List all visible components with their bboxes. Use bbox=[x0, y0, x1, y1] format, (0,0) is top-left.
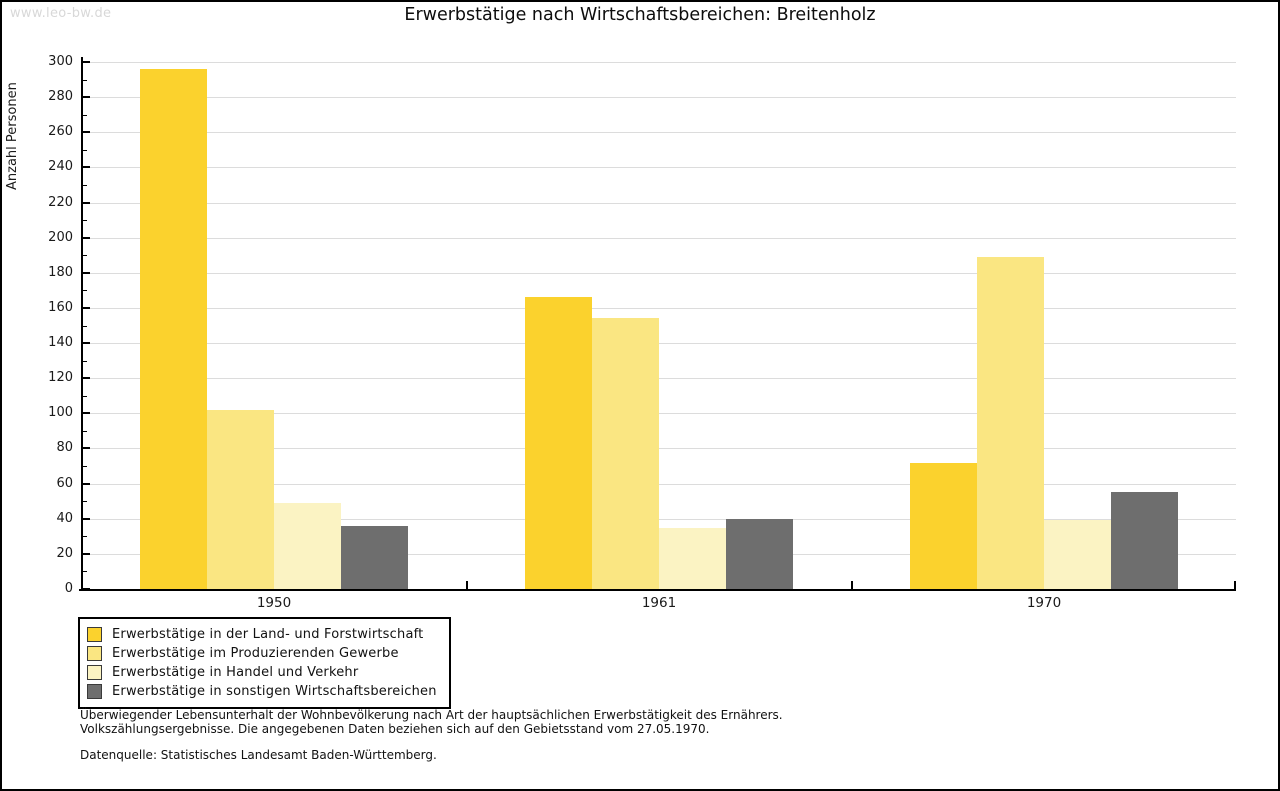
watermark: www.leo-bw.de bbox=[10, 6, 112, 21]
y-axis-tick-labels: 0 20 40 60 80 100 120 140 160 180 200 220 240 260 280 3… bbox=[0, 54, 77, 596]
legend-swatch bbox=[87, 646, 102, 661]
gridline bbox=[81, 167, 1236, 168]
legend-swatch bbox=[87, 665, 102, 680]
gridline bbox=[81, 97, 1236, 98]
legend-label: Erwerbstätige in der Land- und Forstwirt… bbox=[112, 627, 424, 642]
bar bbox=[525, 297, 592, 589]
gridline bbox=[81, 203, 1236, 204]
gridline bbox=[81, 238, 1236, 239]
gridline bbox=[81, 308, 1236, 309]
footer-note-line1: Überwiegender Lebensunterhalt der Wohnbe… bbox=[80, 708, 783, 722]
y-minor-tick bbox=[83, 536, 87, 537]
y-tick-label: 100 bbox=[48, 405, 73, 420]
x-axis-category-label: 1950 bbox=[256, 595, 292, 611]
bar bbox=[341, 526, 408, 589]
y-major-tick bbox=[83, 237, 90, 239]
legend-item: Erwerbstätige in Handel und Verkehr bbox=[87, 663, 437, 682]
y-major-tick bbox=[83, 96, 90, 98]
y-minor-tick bbox=[83, 571, 87, 572]
y-major-tick bbox=[83, 518, 90, 520]
legend-swatch bbox=[87, 627, 102, 642]
y-tick-label: 180 bbox=[48, 265, 73, 280]
y-tick-label: 20 bbox=[56, 546, 73, 561]
legend-label: Erwerbstätige im Produzierenden Gewerbe bbox=[112, 646, 399, 661]
y-minor-tick bbox=[83, 501, 87, 502]
y-tick-label: 260 bbox=[48, 124, 73, 139]
bar bbox=[1044, 520, 1111, 589]
y-major-tick bbox=[83, 553, 90, 555]
footer-note-line2: Volkszählungsergebnisse. Die angegebenen… bbox=[80, 721, 710, 736]
legend-item: Erwerbstätige in sonstigen Wirtschaftsbe… bbox=[87, 682, 437, 701]
y-tick-label: 80 bbox=[56, 440, 73, 455]
bar bbox=[1111, 492, 1178, 589]
y-minor-tick bbox=[83, 361, 87, 362]
y-minor-tick bbox=[83, 396, 87, 397]
gridline bbox=[81, 132, 1236, 133]
footer-notes: Überwiegender Lebensunterhalt der Wohnbe… bbox=[80, 708, 783, 762]
bar bbox=[274, 503, 341, 589]
y-tick-label: 200 bbox=[48, 230, 73, 245]
x-boundary-tick bbox=[1234, 581, 1236, 589]
gridline bbox=[81, 273, 1236, 274]
y-tick-label: 140 bbox=[48, 335, 73, 350]
x-boundary-tick bbox=[466, 581, 468, 589]
legend-item: Erwerbstätige in der Land- und Forstwirt… bbox=[87, 625, 437, 644]
y-tick-label: 300 bbox=[48, 54, 73, 69]
x-axis-line bbox=[79, 589, 1236, 591]
y-major-tick bbox=[83, 447, 90, 449]
gridline bbox=[81, 62, 1236, 63]
y-minor-tick bbox=[83, 80, 87, 81]
chart-title: Erwerbstätige nach Wirtschaftsbereichen:… bbox=[404, 5, 876, 25]
x-axis-category-label: 1970 bbox=[1026, 595, 1062, 611]
y-major-tick bbox=[83, 412, 90, 414]
bar bbox=[659, 528, 726, 589]
y-tick-label: 160 bbox=[48, 300, 73, 315]
bar bbox=[592, 318, 659, 589]
y-tick-label: 60 bbox=[56, 476, 73, 491]
y-tick-label: 40 bbox=[56, 511, 73, 526]
x-boundary-tick bbox=[851, 581, 853, 589]
y-minor-tick bbox=[83, 220, 87, 221]
y-minor-tick bbox=[83, 290, 87, 291]
y-major-tick bbox=[83, 272, 90, 274]
y-minor-tick bbox=[83, 466, 87, 467]
y-major-tick bbox=[83, 166, 90, 168]
y-tick-label: 280 bbox=[48, 89, 73, 104]
y-major-tick bbox=[83, 342, 90, 344]
y-major-tick bbox=[83, 202, 90, 204]
legend-label: Erwerbstätige in Handel und Verkehr bbox=[112, 665, 359, 680]
data-source-note: Datenquelle: Statistisches Landesamt Bad… bbox=[80, 747, 437, 762]
bar bbox=[207, 410, 274, 589]
chart-plot-area: 1950 1961 1970 bbox=[81, 61, 1236, 611]
y-tick-label: 220 bbox=[48, 195, 73, 210]
y-major-tick bbox=[83, 307, 90, 309]
legend-swatch bbox=[87, 684, 102, 699]
y-minor-tick bbox=[83, 255, 87, 256]
y-minor-tick bbox=[83, 115, 87, 116]
y-axis-line bbox=[81, 57, 83, 590]
legend-item: Erwerbstätige im Produzierenden Gewerbe bbox=[87, 644, 437, 663]
bar bbox=[726, 519, 793, 589]
y-major-tick bbox=[83, 377, 90, 379]
y-minor-tick bbox=[83, 431, 87, 432]
chart-legend: Erwerbstätige in der Land- und Forstwirt… bbox=[78, 617, 451, 709]
y-tick-label: 240 bbox=[48, 159, 73, 174]
bar bbox=[910, 463, 977, 589]
legend-label: Erwerbstätige in sonstigen Wirtschaftsbe… bbox=[112, 684, 437, 699]
y-minor-tick bbox=[83, 185, 87, 186]
y-major-tick bbox=[83, 483, 90, 485]
y-minor-tick bbox=[83, 150, 87, 151]
x-axis-category-label: 1961 bbox=[641, 595, 677, 611]
bar bbox=[977, 257, 1044, 589]
y-tick-label: 120 bbox=[48, 370, 73, 385]
y-major-tick bbox=[83, 131, 90, 133]
y-tick-label: 0 bbox=[64, 581, 73, 596]
bar bbox=[140, 69, 207, 589]
y-major-tick bbox=[83, 61, 90, 63]
y-minor-tick bbox=[83, 326, 87, 327]
